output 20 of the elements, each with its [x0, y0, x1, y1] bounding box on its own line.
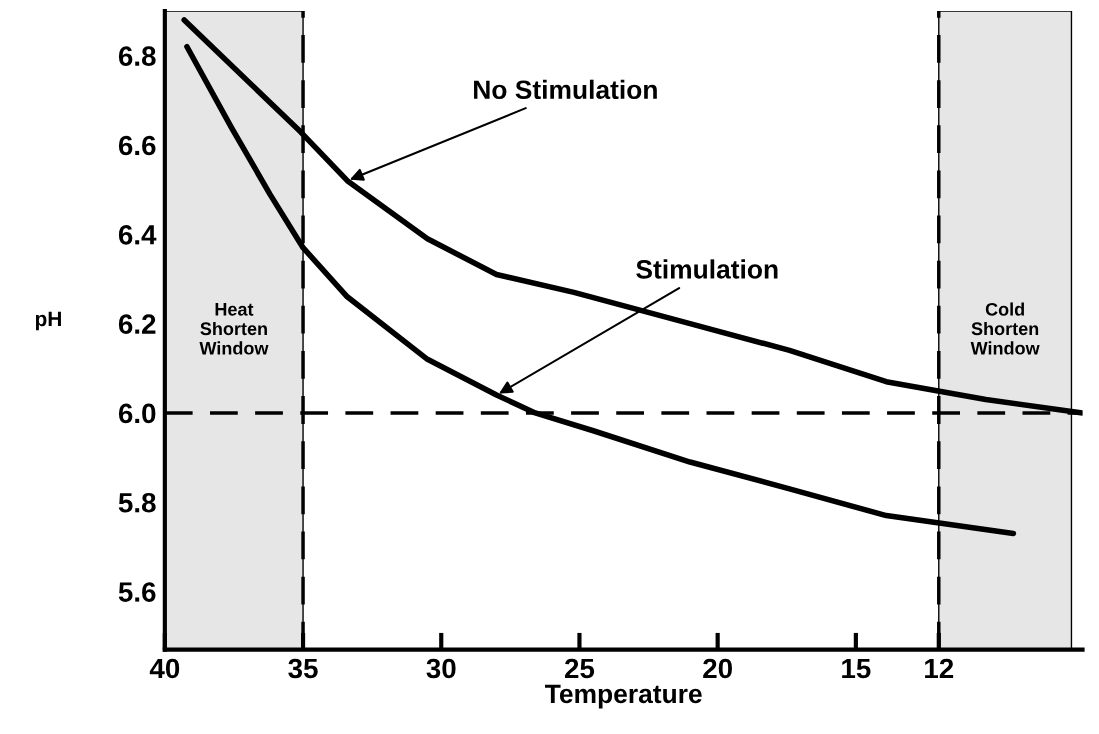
y-tick-label: 6.0: [118, 403, 156, 424]
y-tick-label: 6.6: [118, 135, 156, 156]
y-tick-label: 6.4: [118, 224, 157, 245]
y-tick-label: 5.6: [118, 582, 156, 602]
y-tick-label: 6.8: [118, 46, 156, 66]
y-axis-title: pH: [35, 311, 61, 331]
x-tick-label: 35: [288, 658, 318, 679]
y-tick-label: 5.8: [118, 492, 156, 513]
x-tick-label: 15: [842, 658, 871, 679]
x-axis-title: Temperature: [545, 684, 702, 709]
annotation: No Stimulation: [474, 79, 657, 100]
x-tick-label: 12: [925, 658, 954, 679]
band-label: Heat Shorten Window: [199, 303, 269, 355]
y-tick-label: 6.2: [118, 314, 156, 334]
x-tick-label: 30: [426, 658, 456, 679]
band-label: Cold Shorten Window: [970, 302, 1040, 355]
x-tick-label: 40: [149, 658, 180, 679]
x-tick-label: 20: [703, 658, 732, 679]
x-tick-label: 25: [564, 658, 595, 679]
annotation: Stimulation: [636, 259, 778, 279]
